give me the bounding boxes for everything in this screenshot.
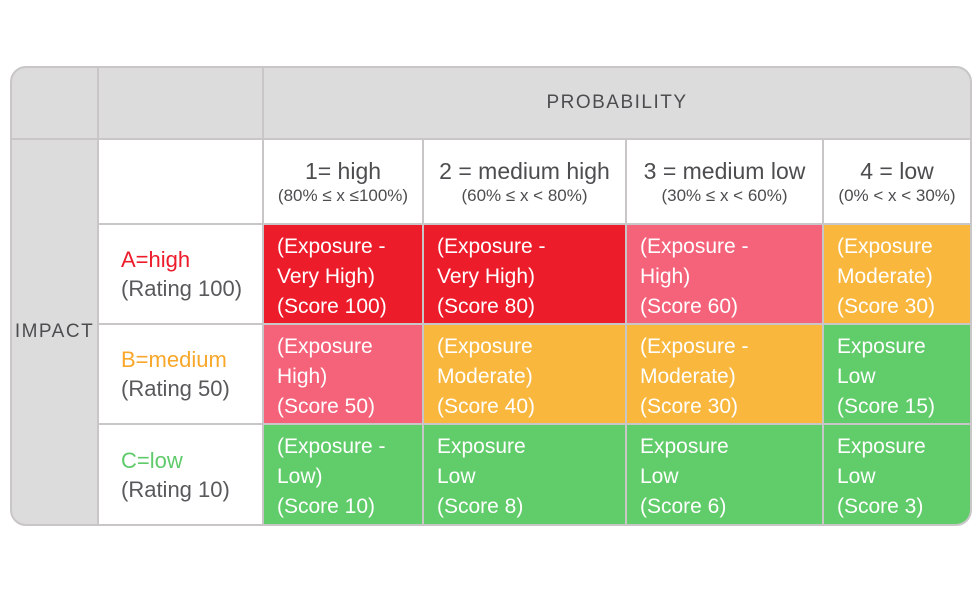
column-header-2-medium-high: 2 = medium high (60% ≤ x < 80%) [424,140,625,223]
row-header-rating: (Rating 50) [121,376,230,401]
cell-line: Moderate) [437,365,533,388]
cell-line: High) [640,265,691,288]
cell-line: (Score 8) [437,495,524,518]
column-header-range: (60% ≤ x < 80%) [461,185,588,205]
cell-line: Low [640,465,679,488]
cell-line: Low [837,465,876,488]
cell-line: (Score 15) [837,395,936,418]
column-header-label: 3 = medium low [643,157,806,184]
cell-line: (Score 40) [437,395,536,418]
matrix-cell-a3: (Exposure - High) (Score 60) [627,225,822,323]
cell-line: Exposure [437,435,526,458]
cell-line: (Score 10) [277,495,376,518]
matrix-cell-c2: Exposure Low (Score 8) [424,425,625,524]
impact-header-label: IMPACT [14,321,95,342]
cell-line: Exposure [837,435,926,458]
matrix-cell-b4: Exposure Low (Score 15) [824,325,970,423]
matrix-cell-c3: Exposure Low (Score 6) [627,425,822,524]
cell-line: (Score 100) [277,295,387,318]
cell-line: (Exposure - [437,235,546,258]
row-header-rating: (Rating 10) [121,476,230,502]
risk-matrix-table: PROBABILITY IMPACT 1= high (80% ≤ x ≤100… [10,66,972,526]
matrix-cell-a4: (Exposure Moderate) (Score 30) [824,225,970,323]
matrix-cell-b1: (Exposure High) (Score 50) [264,325,422,423]
column-header-range: (80% ≤ x ≤100%) [277,185,409,205]
cell-line: Moderate) [640,365,736,388]
column-header-range: (30% ≤ x < 60%) [661,185,788,205]
cell-line: (Score 80) [437,295,536,318]
cell-line: (Score 50) [277,395,376,418]
cell-line: Very High) [437,265,536,288]
row-header-c-low: C=low (Rating 10) [99,425,262,524]
row-header-label: C=low [121,447,183,473]
column-header-3-medium-low: 3 = medium low (30% ≤ x < 60%) [627,140,822,223]
probability-header-cell: PROBABILITY [264,68,970,138]
matrix-cell-b3: (Exposure - Moderate) (Score 30) [627,325,822,423]
cell-line: (Exposure [437,335,533,358]
cell-line: Exposure [837,335,926,358]
row-header-a-high: A=high (Rating 100) [99,225,262,323]
cell-line: Low [437,465,476,488]
cell-line: Exposure [640,435,729,458]
cell-line: (Exposure - [640,335,749,358]
cell-line: (Exposure - [277,235,386,258]
column-header-spacer-cell [99,140,262,223]
cell-line: Low) [277,465,323,488]
cell-line: (Score 60) [640,295,739,318]
matrix-cell-c4: Exposure Low (Score 3) [824,425,970,524]
cell-line: (Score 30) [640,395,739,418]
cell-line: (Score 30) [837,295,936,318]
probability-header-label: PROBABILITY [546,92,688,113]
row-header-rating: (Rating 100) [121,276,243,301]
impact-header-cell: IMPACT [12,140,97,524]
row-header-b-medium: B=medium (Rating 50) [99,325,262,423]
column-header-1-high: 1= high (80% ≤ x ≤100%) [264,140,422,223]
column-header-range: (0% < x < 30%) [838,185,956,205]
matrix-cell-a2: (Exposure - Very High) (Score 80) [424,225,625,323]
matrix-cell-c1: (Exposure - Low) (Score 10) [264,425,422,524]
cell-line: (Exposure - [277,435,386,458]
cell-line: Moderate) [837,265,933,288]
column-header-label: 1= high [304,157,382,184]
column-header-label: 2 = medium high [439,157,610,184]
cell-line: High) [277,365,328,388]
corner-cell [12,68,97,138]
cell-line: (Score 3) [837,495,924,518]
column-header-4-low: 4 = low (0% < x < 30%) [824,140,970,223]
matrix-cell-b2: (Exposure Moderate) (Score 40) [424,325,625,423]
cell-line: (Exposure [277,335,373,358]
cell-line: (Exposure - [640,235,749,258]
row-header-column-spacer-cell [99,68,262,138]
cell-line: (Exposure [837,235,933,258]
row-header-label: A=high [121,247,191,272]
cell-line: (Score 6) [640,495,727,518]
matrix-cell-a1: (Exposure - Very High) (Score 100) [264,225,422,323]
row-header-label: B=medium [121,347,227,372]
cell-line: Low [837,365,876,388]
column-header-label: 4 = low [860,157,934,184]
cell-line: Very High) [277,265,376,288]
